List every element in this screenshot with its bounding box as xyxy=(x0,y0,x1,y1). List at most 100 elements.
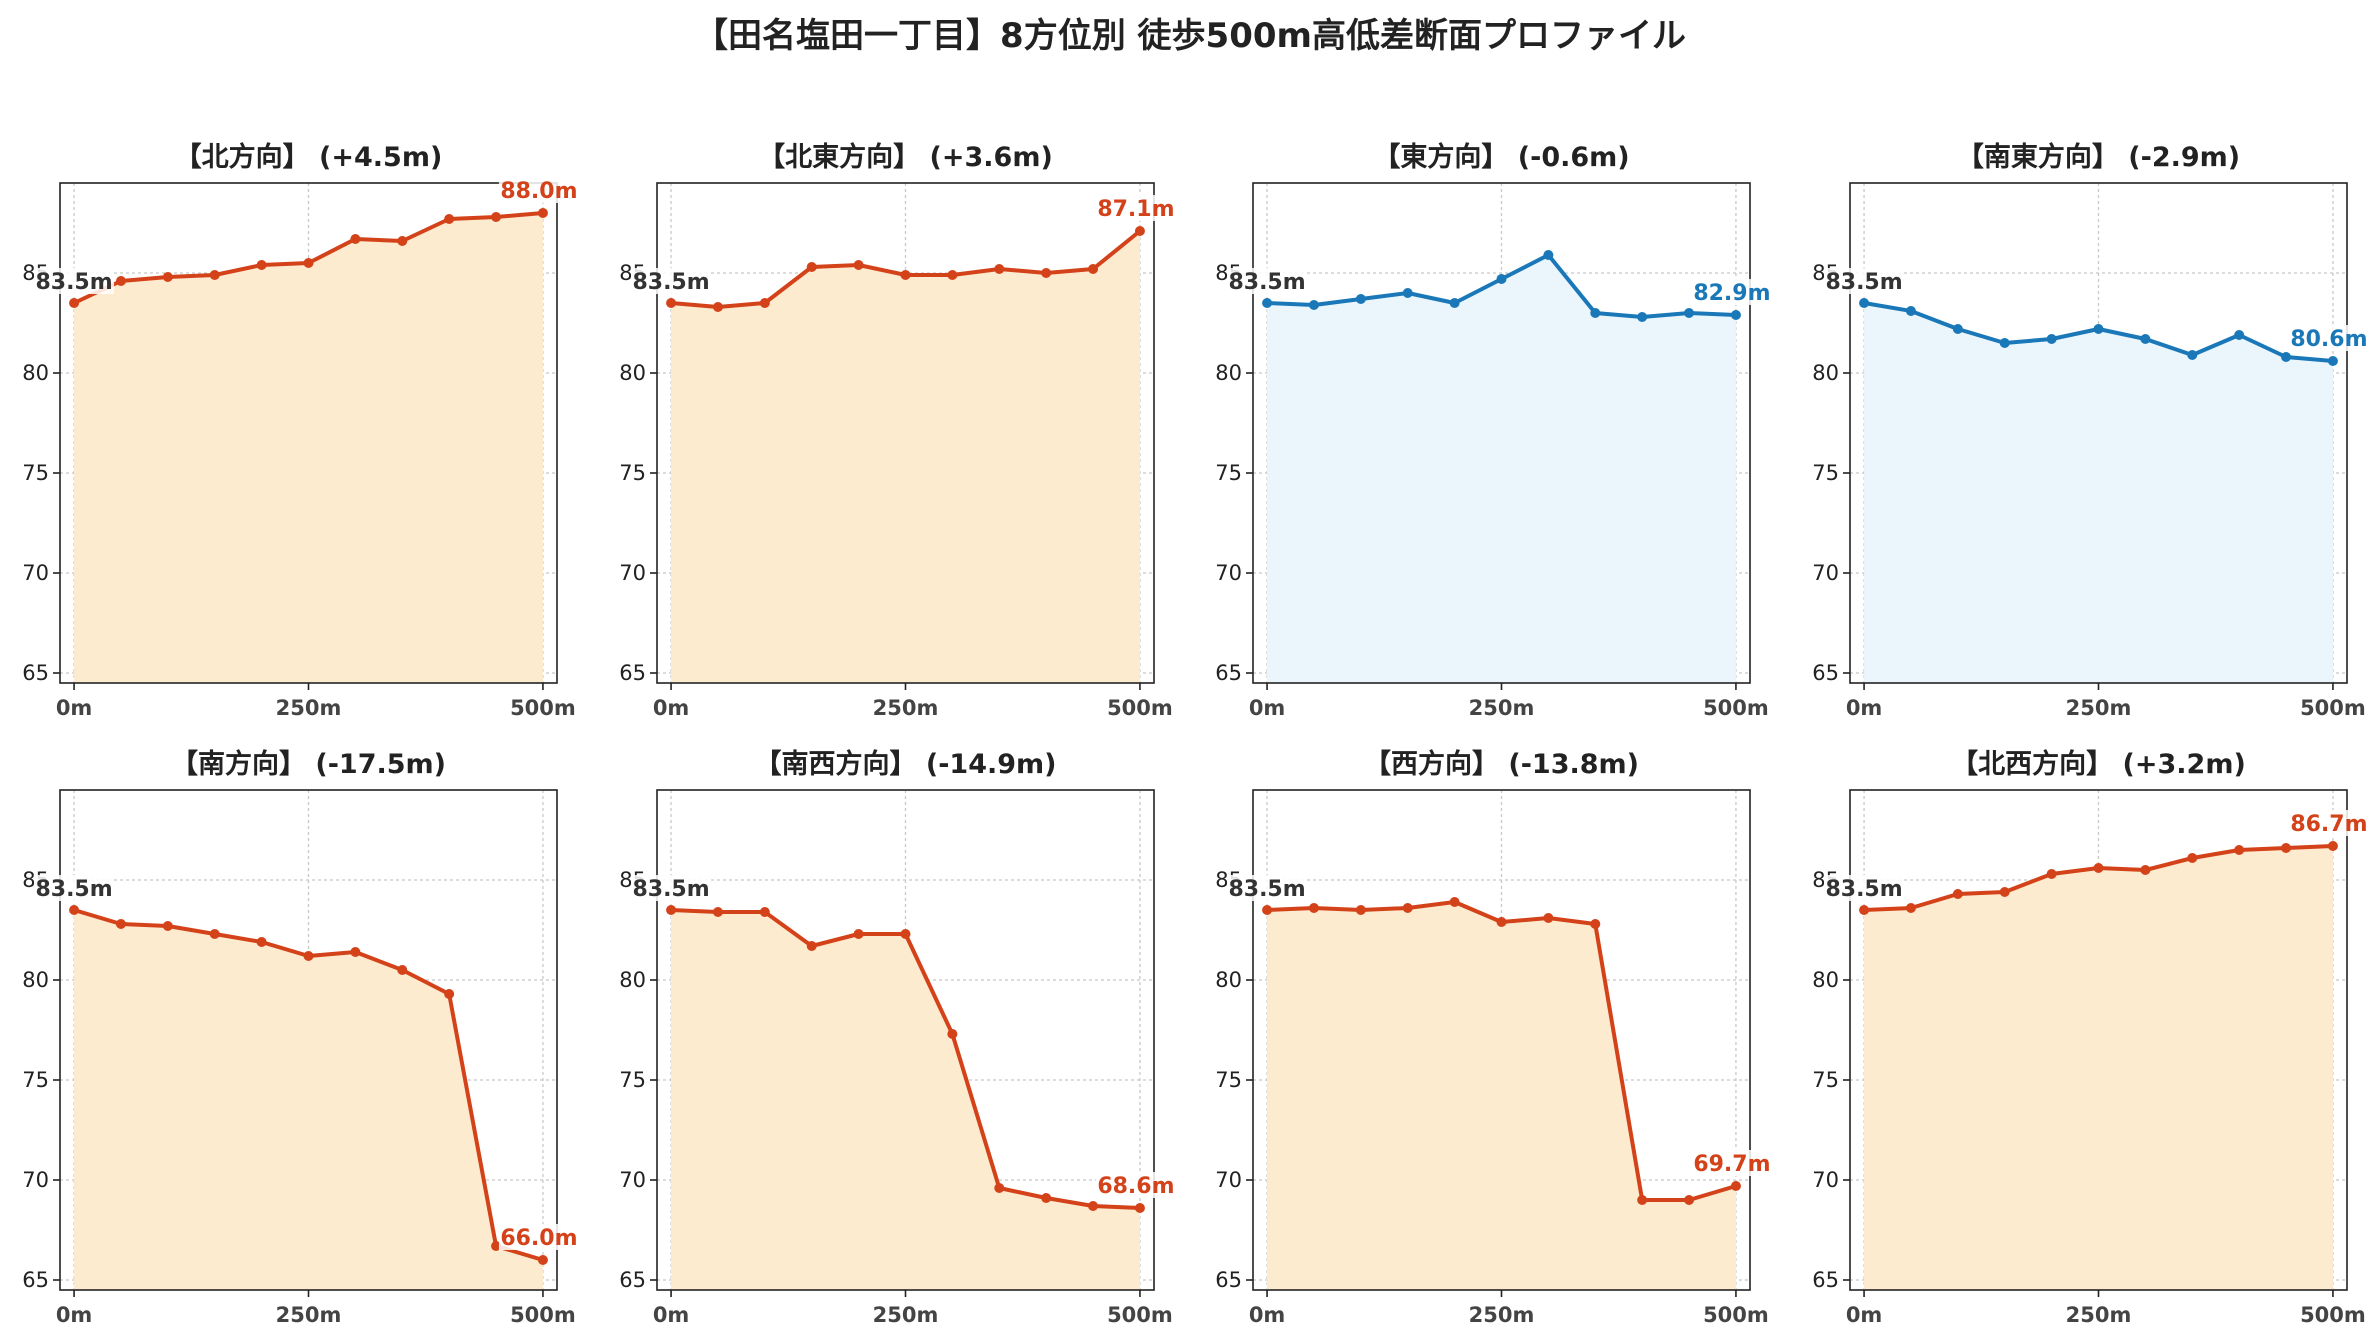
elevation-point xyxy=(1496,917,1507,927)
y-tick-label: 70 xyxy=(22,1168,49,1192)
y-tick-label: 80 xyxy=(22,968,49,992)
elevation-point xyxy=(69,298,80,308)
start-value-label: 83.5m xyxy=(1825,270,1902,295)
y-tick-label: 65 xyxy=(22,661,49,685)
y-tick-label: 75 xyxy=(1215,461,1242,485)
profile-panel: 【北西方向】 (+3.2m)65707580850m250m500m83.5m8… xyxy=(1812,748,2369,1327)
profile-panel: 【南西方向】 (-14.9m)65707580850m250m500m83.5m… xyxy=(619,748,1176,1327)
y-tick-label: 75 xyxy=(619,1068,646,1092)
elevation-point xyxy=(1402,288,1413,298)
elevation-point xyxy=(1859,298,1870,308)
profile-panel: 【南東方向】 (-2.9m)65707580850m250m500m83.5m8… xyxy=(1812,141,2369,720)
x-tick-label: 250m xyxy=(276,696,342,720)
end-label-bg xyxy=(498,177,579,203)
elevation-point xyxy=(1952,889,1963,899)
elevation-point xyxy=(1041,268,1052,278)
elevation-point xyxy=(853,929,864,939)
elevation-point xyxy=(1496,274,1507,284)
panel-title: 【北方向】 (+4.5m) xyxy=(175,141,443,173)
end-value-label: 80.6m xyxy=(2290,327,2367,352)
panel-title: 【北東方向】 (+3.6m) xyxy=(758,141,1053,173)
elevation-point xyxy=(69,905,80,915)
elevation-point xyxy=(666,905,677,915)
elevation-point xyxy=(1952,324,1963,334)
end-value-label: 87.1m xyxy=(1097,197,1174,222)
elevation-point xyxy=(1088,264,1099,274)
elevation-point xyxy=(444,214,455,224)
elevation-point xyxy=(2093,863,2104,873)
elevation-area xyxy=(671,910,1140,1290)
end-label-bg xyxy=(1095,195,1176,221)
x-tick-label: 0m xyxy=(1846,696,1883,720)
elevation-point xyxy=(2234,330,2245,340)
elevation-point xyxy=(1543,913,1554,923)
y-tick-label: 80 xyxy=(619,361,646,385)
y-tick-label: 75 xyxy=(1812,461,1839,485)
profile-panel: 【北東方向】 (+3.6m)65707580850m250m500m83.5m8… xyxy=(619,141,1176,720)
end-value-label: 86.7m xyxy=(2290,812,2367,837)
elevation-point xyxy=(256,260,267,270)
elevation-point xyxy=(491,1241,502,1251)
y-tick-label: 65 xyxy=(1812,661,1839,685)
profile-panel: 【東方向】 (-0.6m)65707580850m250m500m83.5m82… xyxy=(1215,141,1772,720)
end-label-bg xyxy=(1691,1150,1772,1176)
elevation-point xyxy=(537,1255,548,1265)
elevation-point xyxy=(806,262,817,272)
y-tick-label: 70 xyxy=(619,1168,646,1192)
elevation-point xyxy=(1999,887,2010,897)
elevation-point xyxy=(947,270,958,280)
end-value-label: 68.6m xyxy=(1097,1174,1174,1199)
start-label-bg xyxy=(1227,875,1308,901)
y-tick-label: 70 xyxy=(1215,1168,1242,1192)
y-tick-label: 65 xyxy=(619,661,646,685)
elevation-point xyxy=(115,276,126,286)
profile-panel: 【西方向】 (-13.8m)65707580850m250m500m83.5m6… xyxy=(1215,748,1772,1327)
x-tick-label: 250m xyxy=(2066,696,2132,720)
elevation-point xyxy=(2187,350,2198,360)
elevation-point xyxy=(666,298,677,308)
start-label-bg xyxy=(1824,268,1905,294)
y-tick-label: 75 xyxy=(1812,1068,1839,1092)
start-value-label: 83.5m xyxy=(632,270,709,295)
elevation-point xyxy=(2093,324,2104,334)
elevation-point xyxy=(759,298,770,308)
elevation-point xyxy=(1134,1203,1145,1213)
elevation-point xyxy=(759,907,770,917)
elevation-point xyxy=(2140,334,2151,344)
elevation-point xyxy=(947,1029,958,1039)
elevation-point xyxy=(397,236,408,246)
x-tick-label: 250m xyxy=(873,696,939,720)
elevation-point xyxy=(1543,250,1554,260)
x-tick-label: 250m xyxy=(1469,696,1535,720)
elevation-point xyxy=(1859,905,1870,915)
elevation-point xyxy=(2281,352,2292,362)
elevation-point xyxy=(350,947,361,957)
y-tick-label: 75 xyxy=(22,461,49,485)
elevation-point xyxy=(397,965,408,975)
y-tick-label: 70 xyxy=(1812,561,1839,585)
end-label-bg xyxy=(498,1224,579,1250)
y-tick-label: 80 xyxy=(1215,361,1242,385)
end-value-label: 69.7m xyxy=(1693,1152,1770,1177)
x-tick-label: 250m xyxy=(873,1303,939,1327)
y-tick-label: 80 xyxy=(1215,968,1242,992)
elevation-point xyxy=(1262,905,1273,915)
elevation-point xyxy=(209,929,220,939)
y-tick-label: 65 xyxy=(1812,1268,1839,1292)
x-tick-label: 0m xyxy=(1249,1303,1286,1327)
elevation-point xyxy=(2327,356,2338,366)
x-tick-label: 500m xyxy=(2300,696,2366,720)
x-tick-label: 250m xyxy=(2066,1303,2132,1327)
end-value-label: 88.0m xyxy=(500,179,577,204)
x-tick-label: 0m xyxy=(1249,696,1286,720)
elevation-point xyxy=(900,929,911,939)
elevation-area xyxy=(671,231,1140,683)
elevation-point xyxy=(162,272,173,282)
elevation-point xyxy=(1449,298,1460,308)
elevation-area xyxy=(74,910,543,1290)
elevation-point xyxy=(994,264,1005,274)
panel-title: 【南東方向】 (-2.9m) xyxy=(1957,141,2240,173)
elevation-point xyxy=(1041,1193,1052,1203)
elevation-point xyxy=(2046,334,2057,344)
